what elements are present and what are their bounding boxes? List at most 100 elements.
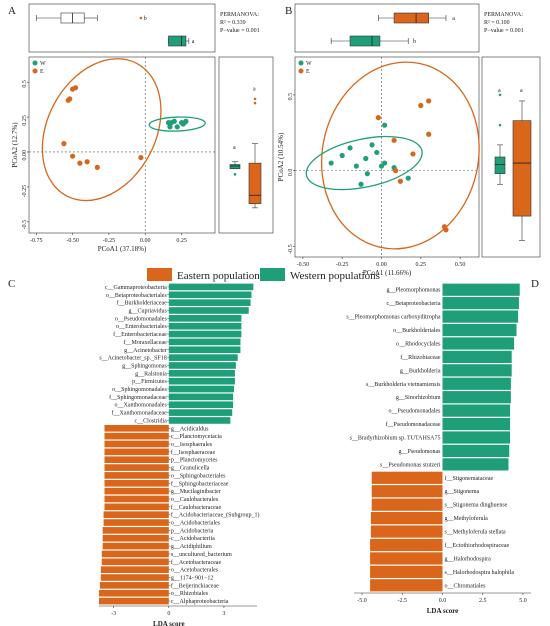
panel-letter-A: A bbox=[8, 5, 16, 17]
lda-bar bbox=[442, 431, 511, 444]
lda-bar bbox=[442, 444, 510, 458]
lda-bar bbox=[99, 582, 169, 589]
point-E bbox=[77, 160, 83, 166]
lda-bar-label: o__Chromatiales bbox=[445, 583, 487, 589]
x-tick-label: 0.00 bbox=[376, 262, 387, 268]
lda-bar bbox=[102, 527, 169, 534]
point-W bbox=[328, 160, 334, 166]
lda-bar-label: f__Rhizobiaceae bbox=[400, 354, 441, 361]
side-box-letter: a bbox=[520, 88, 523, 94]
lda-bar-label: s__Burkholderia vietnamiensis bbox=[366, 382, 441, 388]
lda-bar-label: f__Moraxellaceae bbox=[124, 339, 168, 346]
panel-letter-B: B bbox=[285, 5, 292, 17]
scatter-frame bbox=[28, 56, 216, 234]
lda-bar bbox=[371, 498, 443, 511]
lda-bar bbox=[104, 479, 169, 487]
lda-bar bbox=[370, 565, 443, 578]
lda-bar-label: f__Acidobacteriaceae_(Subgroup_1) bbox=[171, 512, 260, 519]
lda-bar bbox=[442, 391, 511, 404]
lda-bar bbox=[168, 283, 254, 291]
point-E bbox=[391, 137, 397, 143]
permanova-text: R² = 0.339 bbox=[220, 20, 246, 26]
permanova-text: P−value = 0.001 bbox=[484, 28, 524, 34]
lda-bar-label: s__Halorhodospira halophila bbox=[445, 570, 515, 576]
lda-x-tick-label: -2.5 bbox=[398, 598, 408, 604]
lda-bar bbox=[168, 362, 236, 369]
lda-bar bbox=[168, 338, 241, 346]
top-boxplot-frame bbox=[28, 3, 216, 53]
lda-bar-label: o__Caulobacterales bbox=[171, 497, 219, 503]
lda-bar bbox=[101, 558, 169, 566]
lda-bar-label: f__Beijerinckiaceae bbox=[171, 582, 219, 589]
side-boxplot-frame bbox=[481, 56, 541, 258]
point-W bbox=[174, 124, 180, 130]
point-W bbox=[364, 171, 370, 177]
lda-bar-label: o__Enterobacteriales bbox=[116, 324, 167, 330]
lda-bar-label: f__Stigonemataceae bbox=[445, 475, 494, 482]
lda-bar-label: c__Alphaproteobacteria bbox=[171, 599, 229, 605]
lda-bar bbox=[370, 552, 443, 565]
lda-bar-label: s__Acinetobacter_sp._SF18 bbox=[99, 356, 167, 362]
lda-bar bbox=[104, 487, 169, 495]
lda-bar-label: p__Firmicutes bbox=[132, 379, 167, 385]
point-W bbox=[405, 175, 411, 181]
lda-bar-label: o__Pseudomonadales bbox=[115, 316, 168, 322]
point-E bbox=[410, 151, 416, 157]
lda-x-tick-label: 3 bbox=[222, 611, 225, 617]
lda-bar bbox=[104, 503, 169, 511]
y-tick-label: -0.5 bbox=[22, 220, 28, 230]
legend-marker-E bbox=[32, 68, 38, 74]
lda-bar-label: g__Stigonema bbox=[445, 489, 480, 495]
point-W bbox=[183, 118, 189, 124]
lda-bar bbox=[168, 385, 235, 393]
lda-bar bbox=[99, 589, 169, 597]
permanova-text: PERMANOVA: bbox=[220, 12, 259, 18]
side-box-outlier bbox=[498, 123, 502, 127]
lda-bar bbox=[168, 315, 242, 322]
lda-bar-label: c__Gammaproteobacteria bbox=[105, 285, 167, 291]
permanova-text: P−value = 0.001 bbox=[220, 28, 260, 34]
lda-bar bbox=[168, 322, 242, 330]
x-tick-label: -0.50 bbox=[66, 238, 79, 244]
lda-bar-label: s__Methyloferula stellata bbox=[445, 529, 506, 536]
panel-letter-D: D bbox=[531, 278, 539, 290]
lda-bar-label: o__Acidobacteriales bbox=[171, 521, 221, 527]
side-box-outlier bbox=[498, 93, 502, 97]
top-box-letter: a bbox=[192, 39, 195, 45]
top-box-E bbox=[393, 12, 429, 24]
lda-bar bbox=[168, 299, 251, 306]
lda-bar bbox=[104, 464, 169, 471]
lda-bar bbox=[442, 323, 517, 337]
lda-bar-label: s__Pleomorphomonas carboxyditropha bbox=[346, 315, 440, 321]
lda-bar-label: c__Betaproteobacteria bbox=[387, 301, 441, 307]
lda-bar bbox=[104, 440, 169, 448]
permanova-text: PERMANOVA: bbox=[484, 12, 523, 18]
panel-letter-C: C bbox=[8, 278, 15, 290]
lda-bar-label: c__Acidobacteriia bbox=[171, 536, 215, 542]
x-tick-label: 0.25 bbox=[176, 238, 187, 244]
lda-bar bbox=[442, 283, 520, 296]
x-tick-label: 0.25 bbox=[416, 262, 427, 268]
point-E bbox=[426, 131, 432, 137]
top-box-W bbox=[349, 35, 381, 47]
point-E bbox=[69, 153, 76, 159]
confidence-ellipse-W bbox=[305, 135, 423, 191]
lda-bar-label: g__Burkholderia bbox=[400, 368, 441, 374]
lda-bar-label: g__Cupriavidus bbox=[128, 308, 167, 314]
lda-bar-label: g__1174−901−12 bbox=[171, 576, 214, 582]
lda-bar bbox=[103, 511, 169, 519]
point-E bbox=[443, 227, 449, 233]
legend-label-W: W bbox=[40, 61, 46, 67]
lda-bar-label: f__Ectothiorhodospiraceae bbox=[445, 542, 510, 549]
lda-bar-label: f__Acetobacteraceae bbox=[171, 559, 222, 566]
lda-bar bbox=[103, 519, 169, 526]
lda-bar-label: g__Ralstonia bbox=[135, 371, 167, 377]
lda-bar-label: f__Xanthomonadaceae bbox=[112, 410, 168, 417]
lda-bar bbox=[168, 291, 252, 299]
lda-bar-label: s__uncultured_bacterium bbox=[171, 552, 232, 558]
lda-bar bbox=[442, 310, 519, 323]
lda-bar bbox=[104, 432, 169, 440]
lda-bar bbox=[168, 409, 233, 416]
lda-bar-label: g__Pseudomonas bbox=[399, 449, 442, 455]
lda-bar bbox=[442, 350, 512, 364]
